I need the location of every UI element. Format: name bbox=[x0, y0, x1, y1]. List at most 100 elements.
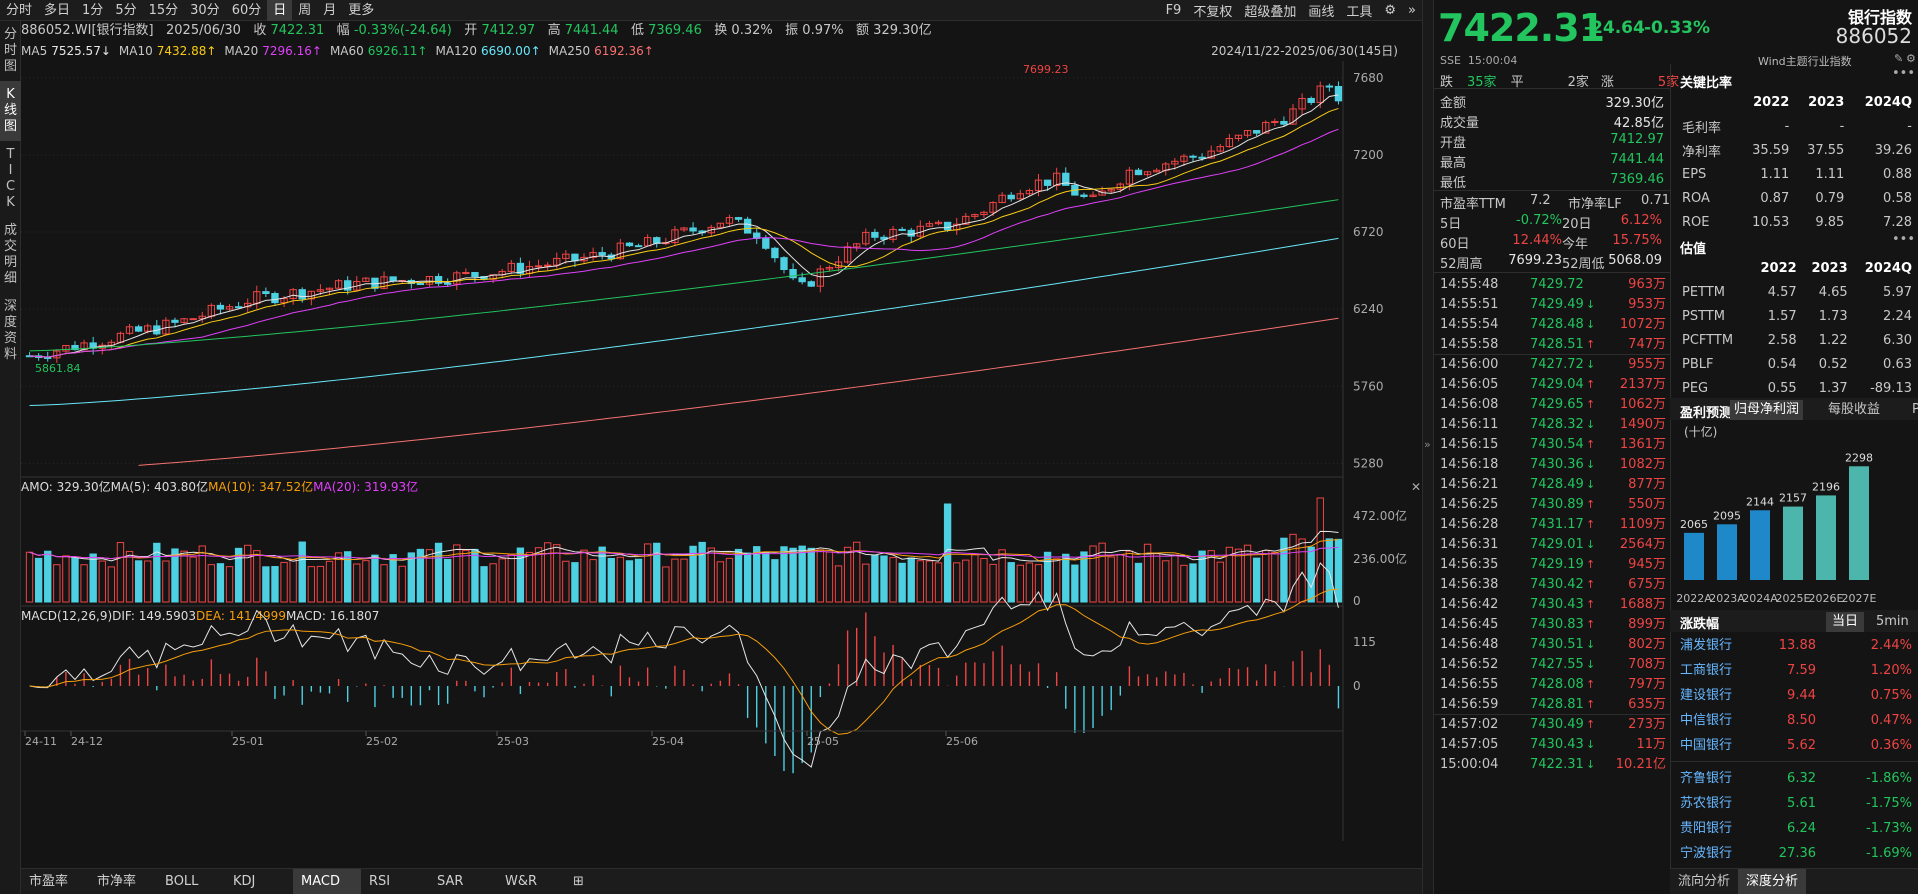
candle-body bbox=[262, 291, 270, 295]
stock-row[interactable]: 浦发银行 13.88 2.44% bbox=[1680, 638, 1912, 653]
candle-body bbox=[1189, 155, 1197, 158]
performance-row: 52周高 7699.23 52周低 5068.09 bbox=[1440, 253, 1662, 272]
tick-row: 14:55:51 7429.49 ↓ 953万 bbox=[1440, 297, 1666, 312]
candle-body bbox=[980, 211, 988, 216]
indicator-tab[interactable]: RSI bbox=[369, 874, 391, 889]
candle-body bbox=[280, 298, 288, 304]
indicator-tab[interactable]: MACD bbox=[293, 869, 361, 894]
volume-bar bbox=[471, 548, 479, 603]
volume-bar bbox=[362, 560, 370, 603]
timeframe-tab[interactable]: 15分 bbox=[148, 2, 179, 18]
volume-bar bbox=[853, 541, 861, 603]
candle-body bbox=[362, 277, 370, 282]
analysis-tab[interactable]: 深度分析 bbox=[1738, 869, 1807, 894]
close-pane-icon[interactable]: ✕ bbox=[1411, 480, 1421, 494]
analysis-tab[interactable]: 流向分析 bbox=[1678, 874, 1731, 889]
stock-row[interactable]: 建设银行 9.44 0.75% bbox=[1680, 688, 1912, 703]
volume-bar bbox=[934, 562, 943, 603]
price-axis-label: 7680 bbox=[1353, 71, 1384, 85]
timeframe-tab[interactable]: 1分 bbox=[82, 2, 104, 18]
volume-bar bbox=[771, 559, 779, 603]
pen-icon[interactable]: ✎ bbox=[1894, 52, 1904, 65]
volume-bar bbox=[707, 547, 715, 603]
view-nav-item[interactable]: 深度资料 bbox=[3, 299, 17, 362]
indicator-tab[interactable]: ⊞ bbox=[573, 874, 584, 889]
timeframe-tab[interactable]: 60分 bbox=[231, 2, 262, 18]
turnover-rate: 0.32% bbox=[731, 23, 773, 38]
forecast-tab[interactable]: PE bbox=[1912, 402, 1918, 417]
stock-row[interactable]: 齐鲁银行 6.32 -1.86% bbox=[1680, 771, 1912, 786]
toolbar-tool[interactable]: F9 bbox=[1165, 3, 1182, 18]
forecast-tab[interactable]: 归母净利润 bbox=[1730, 400, 1804, 420]
stock-row[interactable]: 宁波银行 27.36 -1.69% bbox=[1680, 846, 1912, 861]
timeframe-tab[interactable]: 30分 bbox=[190, 2, 220, 18]
candle-body bbox=[225, 306, 234, 310]
panel-collapse-strip[interactable]: » bbox=[1422, 0, 1434, 894]
tick-row: 14:56:31 7429.01 ↓ 2564万 bbox=[1440, 537, 1666, 552]
stock-row[interactable]: 中国银行 5.62 0.36% bbox=[1670, 733, 1918, 762]
forecast-bar bbox=[1684, 532, 1704, 580]
kline-chart[interactable]: 7680 7200 6720 6240 5760 5280 7699.23 5861.84 AM… bbox=[21, 61, 1422, 841]
toolbar-tool[interactable]: ⚙ bbox=[1384, 3, 1397, 18]
toolbar-tool[interactable]: 画线 bbox=[1308, 5, 1335, 20]
view-nav-item[interactable]: 成交明细 bbox=[3, 223, 17, 286]
volume-bar bbox=[71, 556, 79, 603]
indicator-tab[interactable]: BOLL bbox=[165, 874, 199, 889]
more-icon[interactable]: ••• bbox=[1892, 232, 1916, 247]
ma-line bbox=[138, 317, 1339, 466]
timeframe-tab[interactable]: 分时 bbox=[6, 2, 33, 18]
forecast-tab[interactable]: 每股收益 bbox=[1828, 402, 1881, 417]
indicator-tab[interactable]: SAR bbox=[437, 874, 464, 889]
view-nav-item[interactable]: 分时图 bbox=[3, 27, 17, 74]
stock-row[interactable]: 贵阳银行 6.24 -1.73% bbox=[1680, 821, 1912, 836]
stock-row[interactable]: 工商银行 7.59 1.20% bbox=[1680, 663, 1912, 678]
dif-line bbox=[29, 562, 1339, 768]
quote-date: 2025/06/30 bbox=[166, 23, 241, 38]
indicator-tab[interactable]: KDJ bbox=[233, 874, 256, 889]
more-icon[interactable]: ••• bbox=[1892, 66, 1916, 81]
timeframe-tab[interactable]: 多日 bbox=[44, 2, 71, 18]
toolbar-tool[interactable]: 不复权 bbox=[1193, 5, 1233, 20]
toolbar-tool[interactable]: » bbox=[1408, 3, 1416, 18]
tick-row: 14:57:02 7430.49 ↑ 273万 bbox=[1440, 717, 1666, 732]
movers-tab[interactable]: 当日 bbox=[1826, 612, 1865, 632]
settings-icon[interactable]: ⚙ bbox=[1906, 52, 1916, 65]
volume-bar bbox=[798, 545, 806, 603]
candle-body bbox=[1043, 179, 1052, 186]
volume-bar bbox=[525, 551, 534, 603]
volume-bar bbox=[807, 547, 815, 603]
timeframe-tab[interactable]: 月 bbox=[323, 2, 337, 18]
movers-tab[interactable]: 5min bbox=[1876, 614, 1909, 629]
volume-bar bbox=[34, 557, 43, 603]
indicator-tab[interactable]: W&R bbox=[505, 874, 538, 889]
volume-bar bbox=[207, 564, 216, 603]
indicator-tab[interactable]: 市盈率 bbox=[29, 874, 69, 889]
stock-row[interactable]: 中信银行 8.50 0.47% bbox=[1680, 713, 1912, 728]
date-range[interactable]: 2024/11/22-2025/06/30(145日) bbox=[1211, 44, 1398, 58]
candle-body bbox=[571, 253, 579, 262]
volume-bar bbox=[980, 558, 988, 603]
volume-bar bbox=[25, 551, 34, 603]
collapse-icon[interactable]: » bbox=[1424, 438, 1431, 451]
volume-bar bbox=[643, 543, 652, 603]
price-axis-label: 6720 bbox=[1353, 225, 1384, 239]
candle-body bbox=[853, 243, 861, 248]
forecast-bar-label: 2026E bbox=[1809, 592, 1844, 605]
macd-legend: MACD(12,26,9)DIF: 149.5903DEA: 141.4999M… bbox=[21, 609, 379, 623]
volume-bar bbox=[1216, 561, 1224, 603]
stock-row[interactable]: 苏农银行 5.61 -1.75% bbox=[1680, 796, 1912, 811]
candle-body bbox=[580, 256, 588, 262]
candle-body bbox=[434, 276, 443, 284]
timeframe-tab[interactable]: 5分 bbox=[115, 2, 137, 18]
indicator-tab[interactable]: 市净率 bbox=[97, 874, 137, 889]
volume-bar bbox=[871, 554, 879, 603]
toolbar-tool[interactable]: 超级叠加 bbox=[1244, 5, 1297, 20]
timeframe-tab[interactable]: 日 bbox=[267, 0, 293, 21]
candle-body bbox=[1252, 130, 1261, 134]
amount: 329.30亿 bbox=[873, 23, 932, 38]
timeframe-tab[interactable]: 更多 bbox=[348, 2, 375, 18]
toolbar-tool[interactable]: 工具 bbox=[1346, 5, 1373, 20]
timeframe-tab[interactable]: 周 bbox=[298, 2, 312, 18]
